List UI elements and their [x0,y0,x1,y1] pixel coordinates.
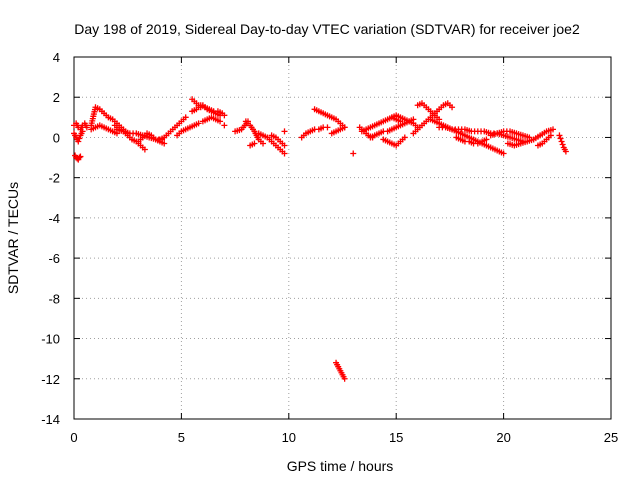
data-point [141,146,148,153]
y-tick-label: -10 [41,332,60,347]
data-point [550,126,557,133]
data-points [71,96,569,382]
y-tick-label: 2 [53,90,60,105]
x-axis-label: GPS time / hours [287,458,394,474]
data-point [341,375,348,382]
x-tick-label: 10 [282,430,296,445]
data-point [562,148,569,155]
y-axis-label: SDTVAR / TECUs [5,182,21,294]
data-point [559,141,566,148]
data-point [79,128,86,135]
data-point [260,140,267,147]
data-point [558,138,565,145]
data-point [500,150,507,157]
data-point [182,114,189,121]
grid-lines [74,57,611,419]
data-point [281,128,288,135]
x-tick-label: 25 [604,430,618,445]
data-point [217,118,224,125]
data-point [350,150,357,157]
y-tick-label: -2 [48,171,60,186]
data-point [341,124,348,131]
x-tick-label: 5 [178,430,185,445]
data-point [75,138,82,145]
data-point [401,134,408,141]
data-point [195,120,202,127]
y-tick-label: 0 [53,130,60,145]
plot-frame [73,56,612,420]
x-tick-label: 15 [389,430,403,445]
data-point [221,122,228,129]
data-point [556,132,563,139]
data-point [76,135,83,142]
x-tick-label: 20 [496,430,510,445]
data-point [449,104,456,111]
data-point [281,150,288,157]
y-tick-label: -8 [48,291,60,306]
y-tick-label: 4 [53,50,60,65]
data-point [483,136,490,143]
axis-ticks: 0 5 10 15 20 25 -14 -12 -10 -8 -6 -4 -2 0 2 4 [41,50,618,445]
data-point [161,140,168,147]
y-tick-label: -14 [41,412,60,427]
data-point [281,142,288,149]
y-tick-label: -4 [48,211,60,226]
data-point [557,135,564,142]
data-point [221,112,228,119]
x-tick-label: 0 [70,430,77,445]
data-point [76,154,83,161]
chart-title: Day 198 of 2019, Sidereal Day-to-day VTE… [74,21,580,37]
data-point [251,140,258,147]
data-point [83,124,90,131]
y-tick-label: -6 [48,251,60,266]
data-point [77,153,84,160]
data-point [547,132,554,139]
y-tick-label: -12 [41,372,60,387]
data-point [324,124,331,131]
